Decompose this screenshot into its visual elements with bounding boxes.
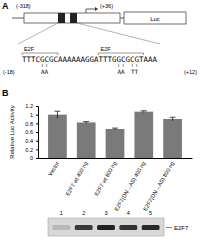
tick: 0.6 xyxy=(25,129,38,135)
error-bar xyxy=(112,128,118,130)
tick: 0.8 xyxy=(25,121,38,127)
axis-line xyxy=(36,107,39,159)
tick: Vector xyxy=(47,158,60,177)
tick: E2F7 wt 800 ng xyxy=(93,158,117,197)
tick-label: E2F7(DN→AS) 800 ng xyxy=(142,160,175,211)
lane-label: 2 xyxy=(82,210,85,216)
error-bar xyxy=(141,111,147,113)
lane-label: 3 xyxy=(104,210,107,216)
tick: 0.4 xyxy=(25,138,38,144)
tick-mark xyxy=(36,115,38,116)
bars xyxy=(48,111,182,158)
tick: E2F7 wt 400 ng xyxy=(64,158,88,197)
bar xyxy=(77,122,96,158)
axis-line xyxy=(39,158,193,159)
tick-label: 0.2 xyxy=(25,147,33,153)
zoom-lines xyxy=(18,23,160,44)
mutation-tick xyxy=(42,64,47,67)
tick-label: Vector xyxy=(47,160,60,177)
tick: E2F7(DN→AS) 800 ng xyxy=(142,158,175,212)
blot-band xyxy=(119,225,137,230)
site-bracket xyxy=(99,53,144,55)
blot-band xyxy=(75,225,93,230)
tick-label: E2F7 wt 800 ng xyxy=(93,160,117,196)
site-box xyxy=(70,13,77,23)
band-pointer xyxy=(166,227,172,228)
tick: 1 xyxy=(30,112,38,118)
blot-panel: 1 2 3 4 5 E2F7 xyxy=(48,210,189,236)
protein-label: E2F7 xyxy=(174,225,189,231)
lane-label: 5 xyxy=(149,210,152,216)
tss-arrow xyxy=(86,9,95,13)
tick-mark xyxy=(36,149,38,150)
bar xyxy=(163,119,182,158)
tick-label: 0 xyxy=(30,155,33,161)
panel-b: B00.20.40.60.811.2VectorE2F7 wt 400 ngE2… xyxy=(2,88,193,212)
lane-label: 4 xyxy=(127,210,130,216)
site-label: E2F xyxy=(101,46,112,52)
tick: 1.2 xyxy=(25,103,38,109)
x-axis: VectorE2F7 wt 400 ngE2F7 wt 800 ngE2F7(D… xyxy=(39,158,193,212)
start-label: (-318) xyxy=(16,3,31,9)
mutation-label: TT xyxy=(131,68,139,75)
tick-mark xyxy=(36,158,38,159)
sequence: TTTCGCGCAAAAAAGGATTTGGCGCGTAAA xyxy=(22,55,157,64)
tick-label: 0.4 xyxy=(25,138,33,144)
tick-label: E2F7 wt 400 ng xyxy=(64,160,88,196)
bar xyxy=(106,129,125,158)
panel-a: A (-318) (+36) Luc TTTCGCGCAAAAAAGGATTTGGCGC… xyxy=(2,1,197,75)
tick: 0 xyxy=(30,155,38,161)
mutation-label: AA xyxy=(117,68,125,75)
tick-mark xyxy=(36,132,38,133)
blot-band xyxy=(52,225,70,230)
mutation-tick xyxy=(119,64,124,67)
panel-label: A xyxy=(2,1,9,11)
blot-background xyxy=(48,218,164,236)
bar xyxy=(134,112,153,158)
tick-label: 1.2 xyxy=(25,103,33,109)
tick-label: 0.6 xyxy=(25,129,33,135)
site-label: E2F xyxy=(24,46,35,52)
blot-band xyxy=(97,225,115,230)
tick-label: 0.8 xyxy=(25,121,33,127)
blot-band xyxy=(142,225,160,230)
seq-end: (+12) xyxy=(184,69,197,75)
tick: 0.2 xyxy=(25,147,38,153)
tick: E2F7(DN→AS) 400 ng xyxy=(113,158,146,212)
arrow-head xyxy=(95,7,98,11)
error-bar xyxy=(170,117,176,120)
tick-label: 1 xyxy=(30,112,33,118)
mutation-label: AA xyxy=(41,68,49,75)
seq-start: (-18) xyxy=(3,69,15,75)
lane-label: 1 xyxy=(60,210,63,216)
site-box xyxy=(58,13,65,23)
site-bracket xyxy=(22,53,58,55)
tick-mark xyxy=(36,123,38,124)
error-bar xyxy=(54,111,60,118)
y-axis: 0 0.2 0.4 0.6 0.8 1 1.2 xyxy=(25,103,38,161)
tick-mark xyxy=(36,141,38,142)
reporter-label: Luc xyxy=(150,16,160,22)
reporter-box xyxy=(124,12,186,24)
mutation-tick xyxy=(132,64,137,67)
figure: A (-318) (+36) Luc TTTCGCGCAAAAAAGGATTTGGCGC… xyxy=(0,0,200,242)
promoter xyxy=(24,13,120,23)
tick-mark xyxy=(36,106,38,107)
end-label: (+36) xyxy=(100,3,113,9)
error-bar xyxy=(83,122,89,124)
y-axis-title: Relative Luc Activity xyxy=(9,105,15,158)
panel-label: B xyxy=(2,88,9,98)
bar xyxy=(48,115,67,158)
tick-label: E2F7(DN→AS) 400 ng xyxy=(113,160,146,211)
